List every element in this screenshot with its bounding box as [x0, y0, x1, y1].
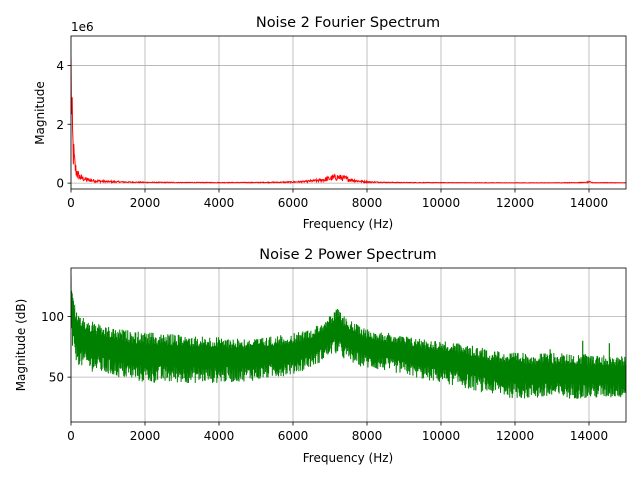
fourier-y-axis-label: Magnitude	[33, 81, 47, 145]
power-chart-title: Noise 2 Power Spectrum	[259, 247, 436, 263]
power-x-tick-label: 14000	[570, 429, 608, 443]
fourier-x-axis-label: Frequency (Hz)	[303, 217, 394, 231]
fourier-y-tick-label: 2	[56, 118, 64, 132]
power-x-tick-label: 4000	[204, 429, 235, 443]
fourier-x-tick-label: 6000	[278, 196, 309, 210]
power-x-tick-label: 8000	[352, 429, 383, 443]
fourier-x-tick-label: 4000	[204, 196, 235, 210]
fourier-x-tick-label: 14000	[570, 196, 608, 210]
power-spectrum-axes: Noise 2 Power Spectrum Frequency (Hz) Ma…	[14, 247, 627, 465]
power-x-tick-label: 0	[67, 429, 75, 443]
power-y-axis-label: Magnitude (dB)	[14, 299, 28, 392]
power-x-tick-label: 12000	[496, 429, 534, 443]
power-x-axis-label: Frequency (Hz)	[303, 451, 394, 465]
fourier-axes-frame	[70, 35, 627, 190]
fourier-x-tick-label: 10000	[422, 196, 460, 210]
power-axes-frame	[70, 267, 627, 423]
fourier-x-tick-label: 12000	[496, 196, 534, 210]
fourier-x-tick-label: 0	[67, 196, 75, 210]
power-x-tick-label: 2000	[130, 429, 161, 443]
fourier-grid	[70, 36, 626, 189]
power-plot-area	[71, 275, 626, 399]
fourier-series-line	[71, 57, 626, 185]
power-ticks: 0 2000 4000 6000 8000 10000 12000 14000 50 100	[41, 310, 608, 443]
power-y-tick-label: 100	[41, 310, 64, 324]
power-y-tick-label: 50	[49, 371, 64, 385]
fourier-spectrum-axes: Noise 2 Fourier Spectrum 1e6 Frequency (…	[33, 15, 627, 231]
fourier-y-tick-label: 0	[56, 177, 64, 191]
fourier-x-tick-label: 2000	[130, 196, 161, 210]
power-series-line	[71, 275, 626, 399]
fourier-y-tick-label: 4	[56, 59, 64, 73]
fourier-y-offset-label: 1e6	[71, 20, 94, 34]
power-x-tick-label: 10000	[422, 429, 460, 443]
fourier-ticks: 0 2000 4000 6000 8000 10000 12000 14000 0 2 4	[56, 59, 608, 210]
fourier-chart-title: Noise 2 Fourier Spectrum	[256, 15, 440, 31]
fourier-plot-area	[71, 57, 626, 185]
fourier-x-tick-label: 8000	[352, 196, 383, 210]
power-x-tick-label: 6000	[278, 429, 309, 443]
